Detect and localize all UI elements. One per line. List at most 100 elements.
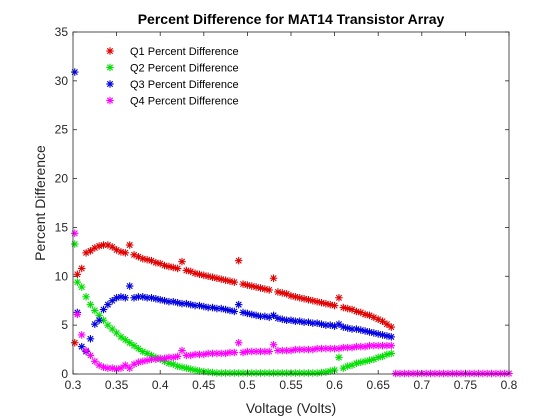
data-point (396, 369, 404, 378)
data-point (361, 310, 369, 319)
data-point (387, 341, 396, 350)
data-point (287, 316, 295, 325)
data-point (348, 325, 356, 333)
data-point (374, 330, 382, 338)
data-point (252, 283, 260, 291)
x-tick-label: 0.65 (367, 378, 391, 392)
data-point (191, 269, 199, 278)
data-point (182, 266, 191, 275)
data-point (99, 305, 108, 314)
data-point (248, 282, 256, 290)
data-point (221, 276, 230, 284)
legend-label: Q3 Percent Difference (130, 79, 239, 91)
data-point (86, 300, 95, 309)
data-point (99, 363, 108, 371)
data-point (73, 310, 82, 319)
data-point (256, 312, 265, 321)
data-point (444, 369, 452, 378)
x-tick-label: 0.6 (326, 378, 343, 392)
data-point (348, 343, 356, 352)
x-tick-label: 0.3 (65, 378, 82, 392)
data-point (361, 342, 369, 351)
data-point (104, 364, 112, 372)
data-point (357, 358, 365, 367)
data-point (326, 321, 334, 329)
data-point (195, 270, 204, 279)
data-point (195, 367, 204, 375)
data-point (256, 284, 265, 292)
data-point (326, 300, 334, 309)
y-tick-label: 0 (61, 367, 68, 381)
data-point (326, 367, 334, 375)
data-point (121, 294, 130, 302)
data-point (108, 296, 116, 305)
x-tick-label: 0.55 (279, 378, 303, 392)
data-point (383, 332, 391, 340)
data-point (208, 273, 217, 282)
data-point (431, 369, 439, 378)
legend-item: Q2 Percent Difference (106, 63, 239, 75)
data-point (383, 350, 391, 359)
data-point (178, 257, 186, 266)
data-point (243, 347, 252, 356)
data-point (191, 366, 199, 374)
data-point (213, 304, 221, 313)
data-point (77, 283, 86, 291)
data-point (160, 261, 169, 270)
y-tick-label: 5 (61, 318, 68, 332)
data-point (304, 318, 313, 326)
x-tick-label: 0.7 (413, 378, 430, 392)
legend: Q1 Percent Difference Q2 Percent Differen… (106, 46, 239, 108)
data-point (104, 321, 112, 329)
data-point (134, 293, 143, 301)
data-point (234, 256, 243, 265)
data-point (261, 285, 269, 293)
data-point (186, 300, 195, 309)
data-point (243, 281, 252, 289)
data-point (182, 364, 191, 372)
data-point (139, 357, 147, 366)
data-point (317, 298, 326, 307)
legend-marker (106, 47, 114, 55)
data-point (121, 249, 130, 257)
data-point (195, 301, 204, 310)
data-point (77, 264, 86, 273)
data-point (117, 364, 125, 372)
data-point (213, 369, 221, 377)
data-point (274, 288, 282, 296)
legend-label: Q4 Percent Difference (130, 96, 239, 108)
data-point (269, 311, 278, 320)
data-point (230, 348, 239, 357)
data-point (313, 319, 321, 327)
y-tick-label: 25 (55, 123, 69, 137)
data-point (152, 355, 160, 364)
data-point (234, 300, 243, 309)
data-point (204, 349, 212, 358)
data-point (147, 294, 156, 302)
data-point (265, 286, 273, 294)
data-point (152, 295, 160, 303)
data-point (383, 320, 391, 328)
data-point (374, 353, 382, 362)
data-point (230, 307, 239, 316)
data-point (300, 295, 308, 303)
data-point (143, 255, 151, 264)
y-tick-label: 15 (55, 220, 69, 234)
data-point (243, 309, 252, 318)
x-tick-label: 0.75 (454, 378, 478, 392)
data-point (173, 264, 182, 273)
data-point (239, 308, 247, 317)
data-point (335, 294, 343, 302)
data-point (378, 341, 387, 350)
data-point (156, 354, 164, 363)
x-tick-label: 0.4 (152, 378, 169, 392)
data-point (208, 303, 217, 312)
data-point (178, 363, 186, 371)
legend-item: Q1 Percent Difference (106, 46, 239, 58)
y-tick-label: 35 (55, 25, 69, 39)
data-point (335, 353, 343, 362)
legend-marker (106, 96, 114, 105)
data-point (383, 341, 391, 350)
data-point (248, 347, 256, 356)
data-point (117, 333, 125, 341)
